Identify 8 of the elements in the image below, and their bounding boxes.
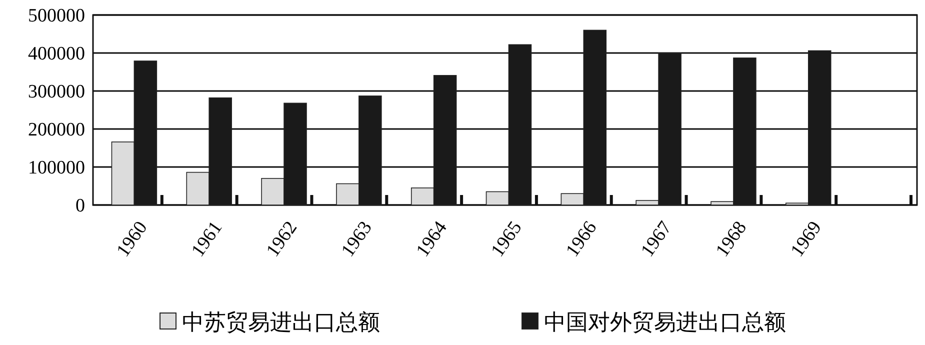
- y-tick-label: 200000: [28, 120, 85, 141]
- y-tick-label: 100000: [28, 158, 85, 179]
- legend-label: 中国对外贸易进出口总额: [544, 310, 786, 336]
- y-tick-label: 400000: [28, 44, 85, 65]
- legend-label: 中苏贸易进出口总额: [182, 310, 380, 336]
- y-tick-label: 500000: [28, 6, 85, 27]
- y-tick-label: 300000: [28, 82, 85, 103]
- y-tick-label: 0: [76, 196, 85, 217]
